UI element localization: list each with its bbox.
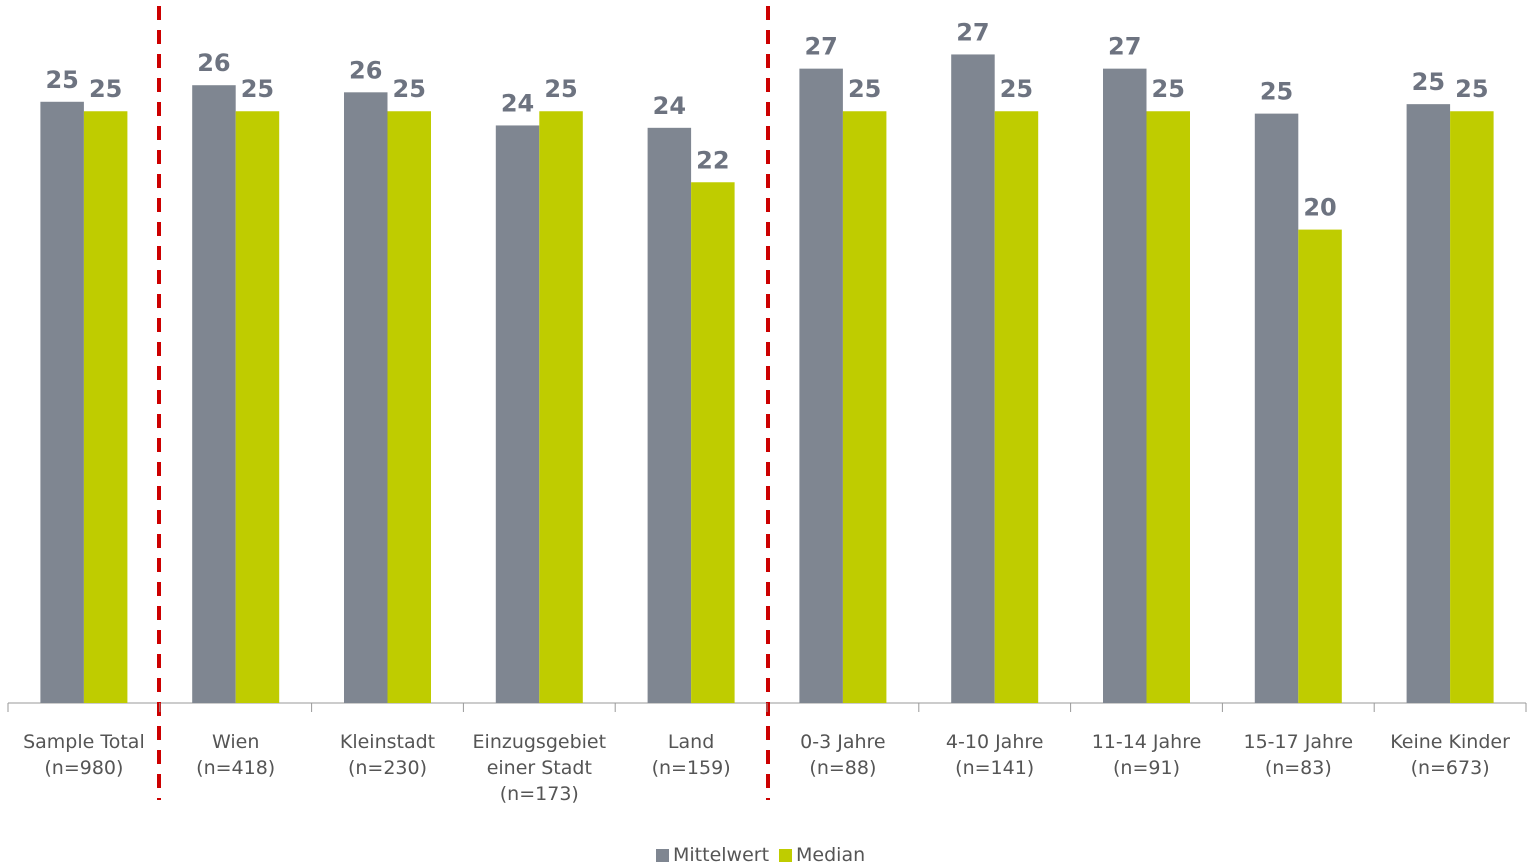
bar [539,111,583,704]
bar [647,127,692,704]
bar [387,111,431,704]
x-tick-label: Sample Total (n=980) [23,731,145,779]
legend-swatch [656,848,669,862]
x-tick-label: Wien (n=418) [196,731,276,779]
value-label: 25 [1412,68,1445,96]
legend-label: Mittelwert [673,844,770,866]
value-label: 27 [956,18,989,46]
value-label: 26 [197,49,230,77]
bar [842,111,887,704]
bar [1103,68,1147,704]
value-label: 20 [1303,194,1336,222]
value-label: 25 [1152,75,1185,103]
value-label: 25 [89,75,122,103]
value-label: 27 [1108,33,1141,61]
x-tick-label: 4-10 Jahre (n=141) [945,731,1044,779]
bar [691,182,735,703]
value-label: 25 [1260,78,1293,106]
value-label: 25 [544,75,577,103]
bar [1450,111,1494,704]
value-label: 24 [653,92,686,120]
x-tick-label: Kleinstadt (n=230) [339,731,436,779]
x-tick-label: 11-14 Jahre (n=91) [1091,731,1202,779]
value-label: 25 [1455,75,1488,103]
value-label: 27 [804,33,837,61]
bar [192,85,236,704]
legend-swatch [779,848,793,862]
bar [1406,104,1451,704]
bar [1298,229,1342,704]
legend-label: Median [796,844,866,866]
x-tick-label: Einzugsgebiet einer Stadt (n=173) [472,731,607,805]
value-label: 25 [1000,75,1033,103]
value-label: 24 [501,89,534,117]
value-label: 25 [241,75,274,103]
bar [40,101,84,704]
x-tick-label: Land (n=159) [651,731,731,779]
bar [951,54,995,703]
x-tick-label: Keine Kinder (n=673) [1390,731,1510,779]
value-label: 22 [696,146,729,174]
legend-item: Median [779,844,865,866]
value-label: 25 [45,66,78,94]
bar [799,68,843,704]
value-label: 25 [393,75,426,103]
bar [235,111,280,704]
bar [344,92,388,704]
bar [1254,113,1299,704]
x-tick-label: 15-17 Jahre (n=83) [1243,731,1354,779]
bar [495,125,540,704]
bar [994,111,1039,704]
x-tick-label: 0-3 Jahre (n=88) [800,731,886,779]
bar [83,111,128,704]
legend-item: Mittelwert [656,844,769,866]
value-label: 26 [349,56,382,84]
bar [1146,111,1190,704]
value-label: 25 [848,75,881,103]
